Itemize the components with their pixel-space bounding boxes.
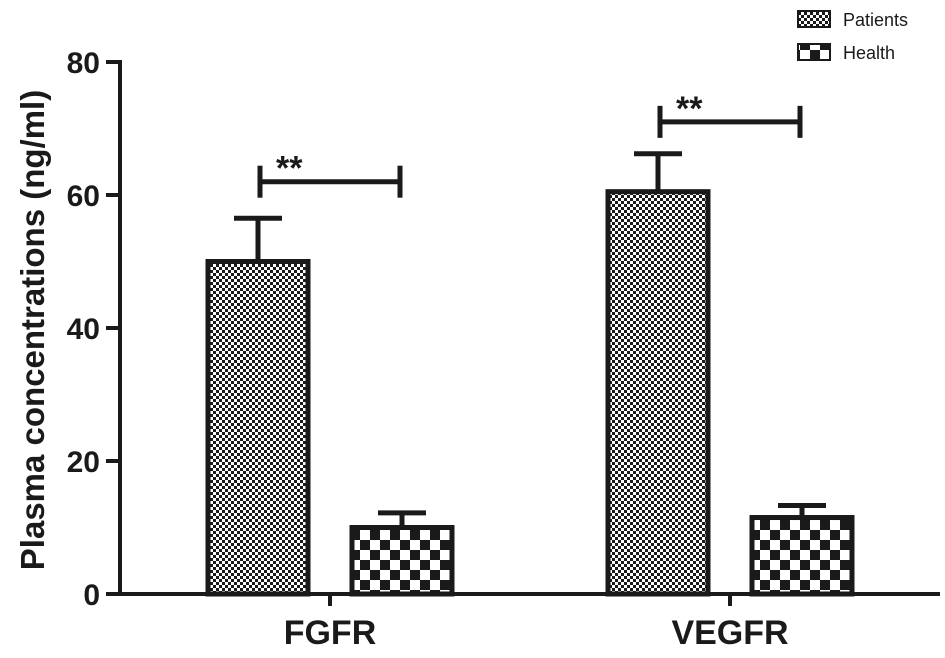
x-tick-label: FGFR [284,614,377,652]
bar-patients-fgfr [205,259,311,597]
significance-label: ** [276,150,303,188]
bar-patients-vegfr [605,189,711,597]
y-tick-label: 40 [67,313,100,346]
legend-label-patients: Patients [843,10,908,30]
y-tick-label: 60 [67,180,100,213]
legend: Patients Health [797,10,908,63]
y-tick-label: 20 [67,446,100,479]
legend-label-health: Health [843,43,895,63]
legend-swatch-health [797,43,831,61]
x-tick-label: VEGFR [671,614,788,652]
plot-area: 0 20 40 60 80 FGFR VEGFR ** ** [67,47,940,652]
significance-label: ** [676,90,703,128]
bar-health-fgfr [349,525,455,597]
y-tick-label: 80 [67,47,100,80]
y-tick-label: 0 [83,579,100,612]
y-axis-title: Plasma concentrations (ng/ml) [14,90,51,570]
bar-health-vegfr [749,515,855,597]
legend-swatch-patients [797,10,831,28]
